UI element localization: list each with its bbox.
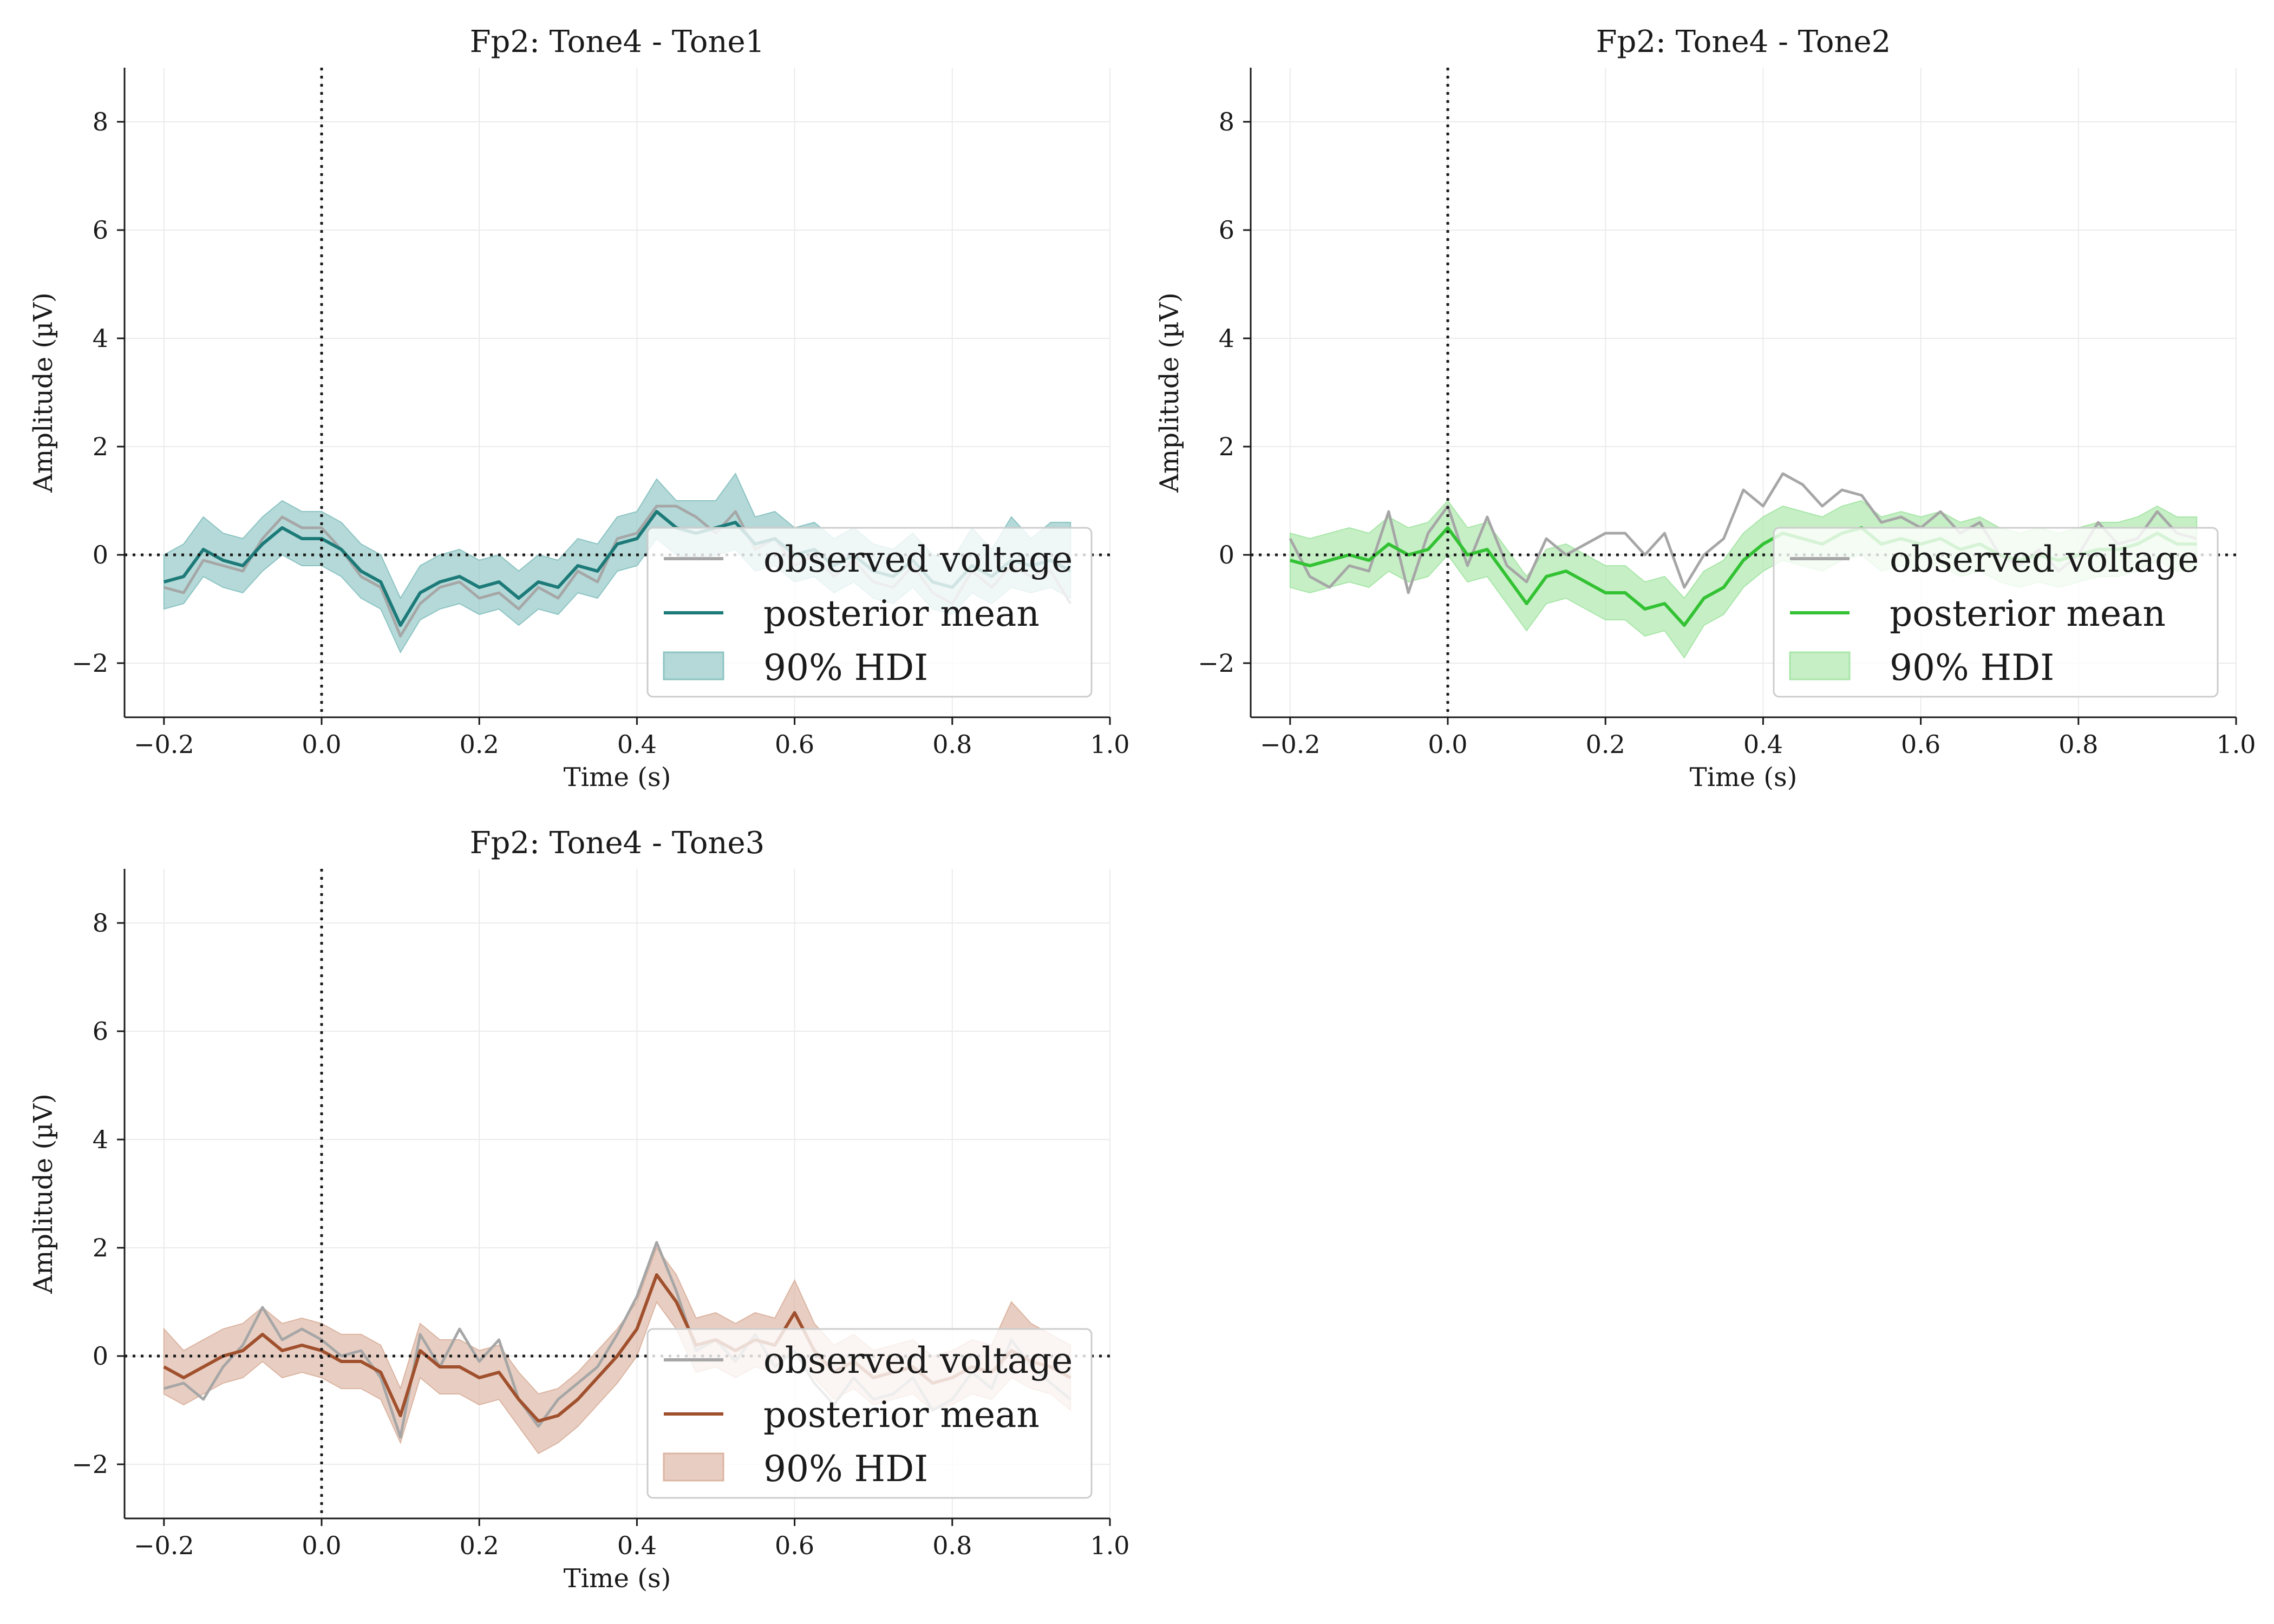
- x-tick-label: 0.6: [775, 1531, 814, 1560]
- y-tick-label: 2: [93, 432, 108, 461]
- y-tick-label: 8: [1219, 107, 1234, 136]
- legend-hdi-swatch: [663, 651, 724, 680]
- panel-tone2: Fp2: Tone4 - Tone2 Time (s) Amplitude (µ…: [1154, 24, 2256, 793]
- legend-observed-label: observed voltage: [763, 1340, 1073, 1381]
- legend-frame: [646, 527, 1093, 698]
- axes: −0.2 0.0 0.2 0.4 0.6 0.8 1.0 −2 0 2 4 6 8: [71, 869, 1130, 1560]
- y-tick-label: 8: [93, 107, 108, 136]
- x-tick-label: 0.4: [1743, 730, 1783, 759]
- y-axis-label: Amplitude (µV): [28, 292, 58, 493]
- legend-frame: [646, 1328, 1093, 1499]
- y-tick-label: 2: [93, 1233, 108, 1262]
- x-tick-label: 0.0: [302, 730, 341, 759]
- x-tick-label: 1.0: [1090, 1531, 1129, 1560]
- y-axis-label: Amplitude (µV): [28, 1093, 58, 1294]
- y-tick-label: 6: [1219, 215, 1234, 245]
- panel-title: Fp2: Tone4 - Tone3: [470, 826, 765, 861]
- x-axis-label: Time (s): [564, 762, 671, 793]
- x-tick-label: 0.2: [460, 730, 499, 759]
- x-tick-label: 0.2: [1586, 730, 1625, 759]
- legend: observed voltage posterior mean 90% HDI: [646, 1328, 1093, 1499]
- legend-observed-label: observed voltage: [1890, 539, 2199, 580]
- legend: observed voltage posterior mean 90% HDI: [1773, 527, 2219, 698]
- y-tick-label: 0: [93, 1341, 108, 1371]
- x-axis-label: Time (s): [564, 1563, 671, 1594]
- x-tick-label: −0.2: [134, 1531, 194, 1560]
- x-tick-label: 0.0: [1428, 730, 1467, 759]
- x-tick-label: 0.6: [775, 730, 814, 759]
- legend-mean-label: posterior mean: [763, 1394, 1040, 1436]
- x-tick-label: 0.0: [302, 1531, 341, 1560]
- y-tick-label: 6: [93, 1017, 108, 1046]
- legend-hdi-swatch: [663, 1452, 724, 1482]
- legend-frame: [1773, 527, 2219, 698]
- x-tick-label: 0.8: [2059, 730, 2098, 759]
- panel-tone3: Fp2: Tone4 - Tone3 Time (s) Amplitude (µ…: [28, 826, 1130, 1594]
- y-tick-label: 4: [1219, 324, 1234, 353]
- legend-hdi-label: 90% HDI: [1890, 647, 2054, 689]
- x-axis-label: Time (s): [1690, 762, 1798, 793]
- reference-lines: [125, 869, 1114, 1518]
- y-tick-label: −2: [71, 649, 108, 678]
- y-axis-label: Amplitude (µV): [1154, 292, 1185, 493]
- legend: observed voltage posterior mean 90% HDI: [646, 527, 1093, 698]
- panel-title: Fp2: Tone4 - Tone2: [1596, 24, 1891, 60]
- y-tick-label: −2: [71, 1450, 108, 1479]
- axes: −0.2 0.0 0.2 0.4 0.6 0.8 1.0 −2 0 2 4 6 8: [1198, 68, 2256, 759]
- x-tick-label: −0.2: [134, 730, 194, 759]
- y-tick-label: 6: [93, 215, 108, 245]
- panel-title: Fp2: Tone4 - Tone1: [470, 24, 765, 60]
- legend-observed-label: observed voltage: [763, 539, 1073, 580]
- x-tick-label: 0.6: [1901, 730, 1940, 759]
- y-tick-label: 8: [93, 908, 108, 938]
- panel-tone1: Fp2: Tone4 - Tone1 Time (s) Amplitude (µ…: [28, 24, 1130, 793]
- x-tick-label: 1.0: [1090, 730, 1129, 759]
- legend-mean-label: posterior mean: [763, 593, 1040, 634]
- y-tick-label: 0: [93, 540, 108, 569]
- x-tick-label: 1.0: [2216, 730, 2256, 759]
- y-tick-label: 0: [1219, 540, 1234, 569]
- x-tick-label: 0.8: [932, 730, 972, 759]
- y-tick-label: 2: [1219, 432, 1234, 461]
- grid: [1251, 68, 2237, 717]
- legend-hdi-label: 90% HDI: [763, 647, 928, 689]
- y-tick-label: 4: [93, 1125, 108, 1154]
- legend-hdi-swatch: [1789, 651, 1851, 680]
- reference-lines: [125, 68, 1114, 717]
- y-tick-label: 4: [93, 324, 108, 353]
- x-tick-label: −0.2: [1260, 730, 1321, 759]
- x-tick-label: 0.2: [460, 1531, 499, 1560]
- legend-mean-label: posterior mean: [1890, 593, 2166, 634]
- legend-hdi-label: 90% HDI: [763, 1448, 928, 1490]
- x-tick-label: 0.8: [932, 1531, 972, 1560]
- y-tick-label: −2: [1198, 649, 1234, 678]
- x-tick-label: 0.4: [617, 1531, 657, 1560]
- axes: −0.2 0.0 0.2 0.4 0.6 0.8 1.0 −2 0 2 4 6 8: [71, 68, 1130, 759]
- x-tick-label: 0.4: [617, 730, 657, 759]
- reference-lines: [1251, 68, 2240, 717]
